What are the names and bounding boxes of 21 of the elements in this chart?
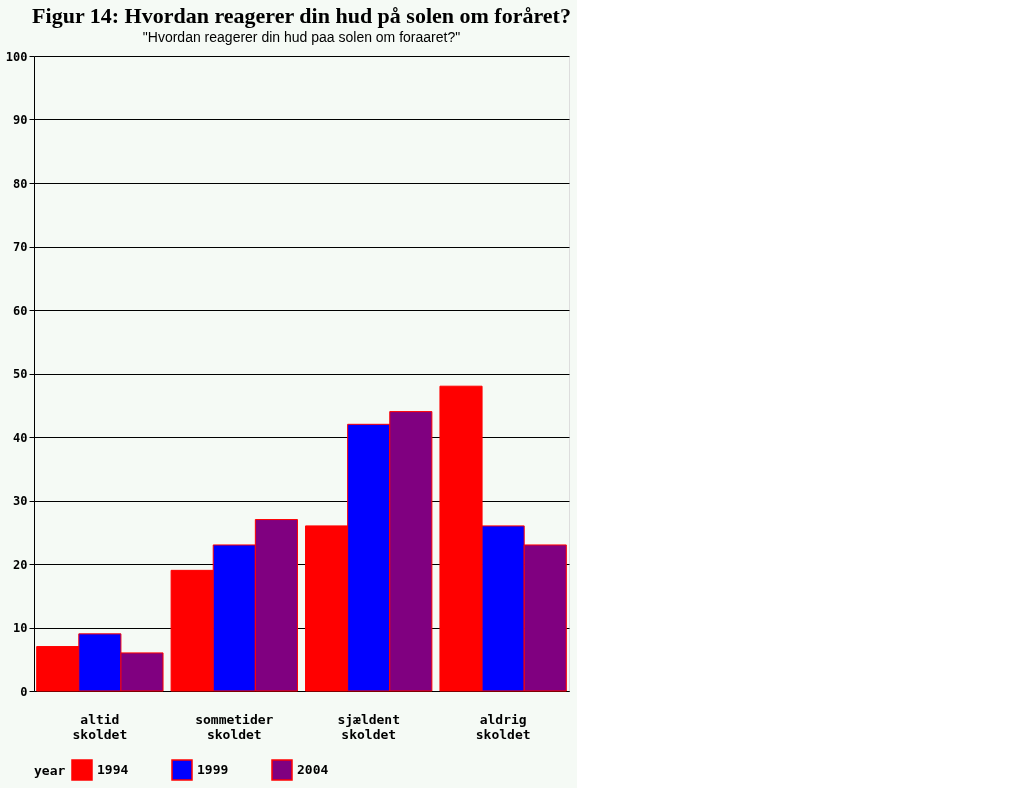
y-tick-label: 60	[13, 303, 28, 318]
y-tick-label: 40	[13, 430, 28, 445]
x-tick-label: aldrig skoldet	[475, 711, 531, 742]
x-tick-label: altid skoldet	[72, 711, 128, 742]
y-tick-label: 20	[13, 557, 28, 572]
chart-title: Figur 14: Hvordan reagerer din hud på solen om foråret?	[32, 3, 571, 28]
y-tick-label: 100	[5, 49, 28, 64]
y-tick-label: 30	[13, 494, 28, 508]
legend-label: 2004	[297, 762, 329, 777]
x-tick-label: sommetider skoldet	[195, 711, 274, 742]
y-tick-label: 80	[13, 176, 28, 191]
x-tick-label: sjældent skoldet	[337, 711, 401, 742]
y-tick-label: 50	[13, 367, 28, 381]
legend-label: 1999	[197, 762, 229, 777]
chart-subtitle: "Hvordan reagerer din hud paa solen om foraaret?"	[142, 29, 461, 45]
y-tick-label: 10	[13, 621, 28, 635]
y-tick-label: 70	[13, 240, 28, 254]
y-tick-label: 90	[13, 113, 28, 127]
legend-title: year	[34, 763, 66, 778]
y-tick-label: 0	[20, 684, 28, 699]
legend-label: 1994	[97, 762, 129, 777]
